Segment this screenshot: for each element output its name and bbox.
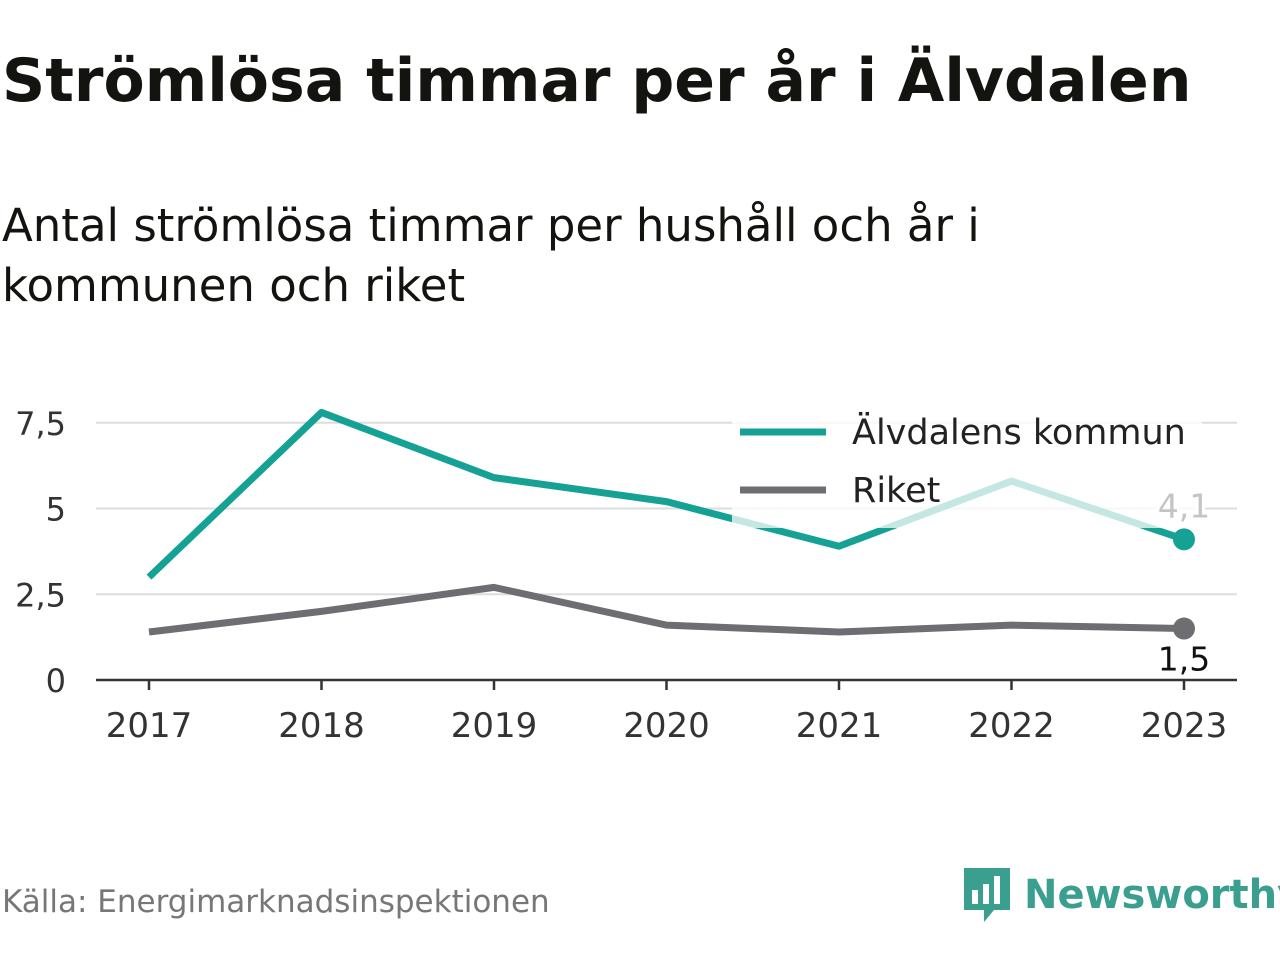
x-tick-label: 2019 [451, 706, 538, 746]
line-chart: 0 2,5 5 7,5 2017 2018 2019 2020 2021 2022 2023 Älvd… [15, 400, 1237, 746]
x-tick-label: 2017 [106, 706, 193, 746]
x-tick-label: 2020 [623, 706, 710, 746]
y-tick-label: 0 [46, 662, 66, 700]
legend-label-0: Älvdalens kommun [852, 411, 1186, 453]
legend-label-1: Riket [852, 471, 940, 511]
end-value-label-1: 1,5 [1158, 640, 1210, 679]
y-tick-label: 5 [46, 491, 66, 529]
end-point-0 [1173, 528, 1195, 551]
newsworthy-logo: Newsworthy [962, 862, 1280, 928]
newsworthy-logo-icon [964, 868, 1010, 922]
series-line-1 [148, 583, 1185, 636]
source-note: Källa: Energimarknadsinspektionen [2, 884, 550, 920]
x-tick-label: 2018 [278, 706, 365, 746]
newsworthy-logo-text: Newsworthy [1024, 872, 1280, 918]
legend-background [732, 400, 1202, 528]
x-tick-label: 2023 [1141, 706, 1228, 746]
end-value-label-0: 4,1 [1158, 486, 1210, 525]
x-tick-label: 2021 [796, 706, 883, 746]
chart-title: Strömlösa timmar per år i Älvdalen [2, 46, 1192, 116]
x-tick-label: 2022 [968, 706, 1055, 746]
end-point-1 [1173, 617, 1195, 640]
y-tick-label: 2,5 [15, 576, 66, 614]
y-tick-label: 7,5 [15, 405, 66, 443]
chart-subtitle: Antal strömlösa timmar per hushåll och å… [2, 199, 980, 312]
